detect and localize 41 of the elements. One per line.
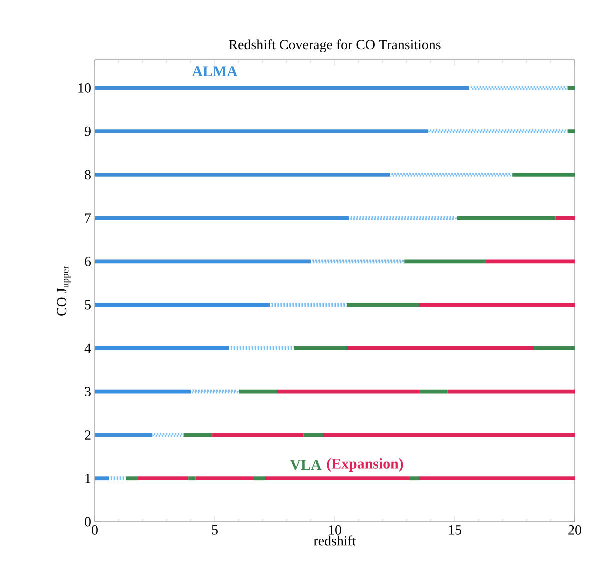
y-tick-label: 6 xyxy=(85,257,92,266)
bar xyxy=(419,303,576,308)
x-axis-title: redshift xyxy=(314,536,356,546)
bar xyxy=(409,476,420,481)
x-tick-label: 20 xyxy=(568,526,582,535)
series-label: ALMA xyxy=(192,66,238,76)
y-tick-label: 9 xyxy=(84,126,91,136)
bar xyxy=(188,476,196,481)
y-tick-label: 4 xyxy=(84,344,92,354)
y-tick-label: 0 xyxy=(85,517,91,527)
text: VLA xyxy=(290,460,322,470)
bar xyxy=(419,476,576,481)
x-tick-label: 0 xyxy=(92,526,98,535)
x-tick-label: 5 xyxy=(212,526,218,535)
chart-title: Redshift Coverage for CO Transitions xyxy=(229,40,441,52)
bar xyxy=(534,346,576,350)
bar xyxy=(138,476,189,481)
y-tick-label: 1 xyxy=(86,474,91,484)
y-axis-title: CO J$_{upper}$ xyxy=(57,266,71,316)
bar xyxy=(265,476,410,481)
bar xyxy=(196,476,254,481)
text: (Expansion) xyxy=(327,458,404,472)
bar xyxy=(568,86,576,90)
y-tick-label: 8 xyxy=(85,170,91,180)
y-tick-label: 5 xyxy=(85,300,91,310)
bar xyxy=(253,476,266,481)
bar xyxy=(212,433,304,438)
bar xyxy=(323,433,576,438)
bar xyxy=(556,216,576,220)
x-tick-label: 15 xyxy=(449,526,462,535)
x-tick-label: 10 xyxy=(329,526,342,535)
bar xyxy=(568,130,576,134)
y-tick-label: 3 xyxy=(85,387,91,397)
y-tick-label: 7 xyxy=(85,214,92,223)
bar xyxy=(419,390,448,394)
bar xyxy=(486,260,576,264)
y-tick-label: 2 xyxy=(85,430,91,440)
bar xyxy=(448,390,576,394)
y-tick-label: 10 xyxy=(78,83,91,93)
bar xyxy=(277,390,420,394)
bar xyxy=(347,346,534,350)
